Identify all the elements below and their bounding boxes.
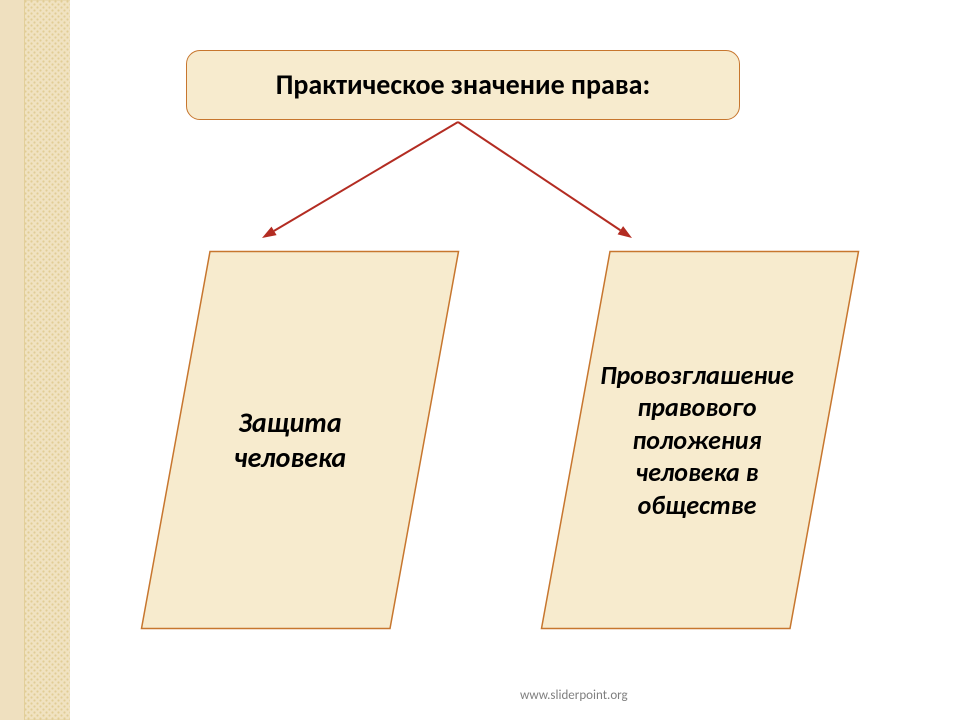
side-strip <box>0 0 72 720</box>
footer-credit: www.sliderpoint.org <box>520 688 628 703</box>
left-box-text: Защита человека <box>184 250 396 630</box>
right-box-text: Провозглашение правового положения челов… <box>594 250 800 630</box>
slide-stage: Практическое значение права: Защита чело… <box>0 0 960 720</box>
arrow-left-line <box>274 122 458 231</box>
title-text: Практическое значение права: <box>276 68 650 102</box>
arrow-right-head <box>618 226 632 238</box>
title-box: Практическое значение права: <box>186 50 740 120</box>
arrow-right-line <box>458 122 620 230</box>
arrow-left-head <box>262 227 277 238</box>
left-parallelogram: Защита человека <box>140 250 460 630</box>
right-parallelogram: Провозглашение правового положения челов… <box>540 250 860 630</box>
arrow-pair <box>220 120 700 260</box>
